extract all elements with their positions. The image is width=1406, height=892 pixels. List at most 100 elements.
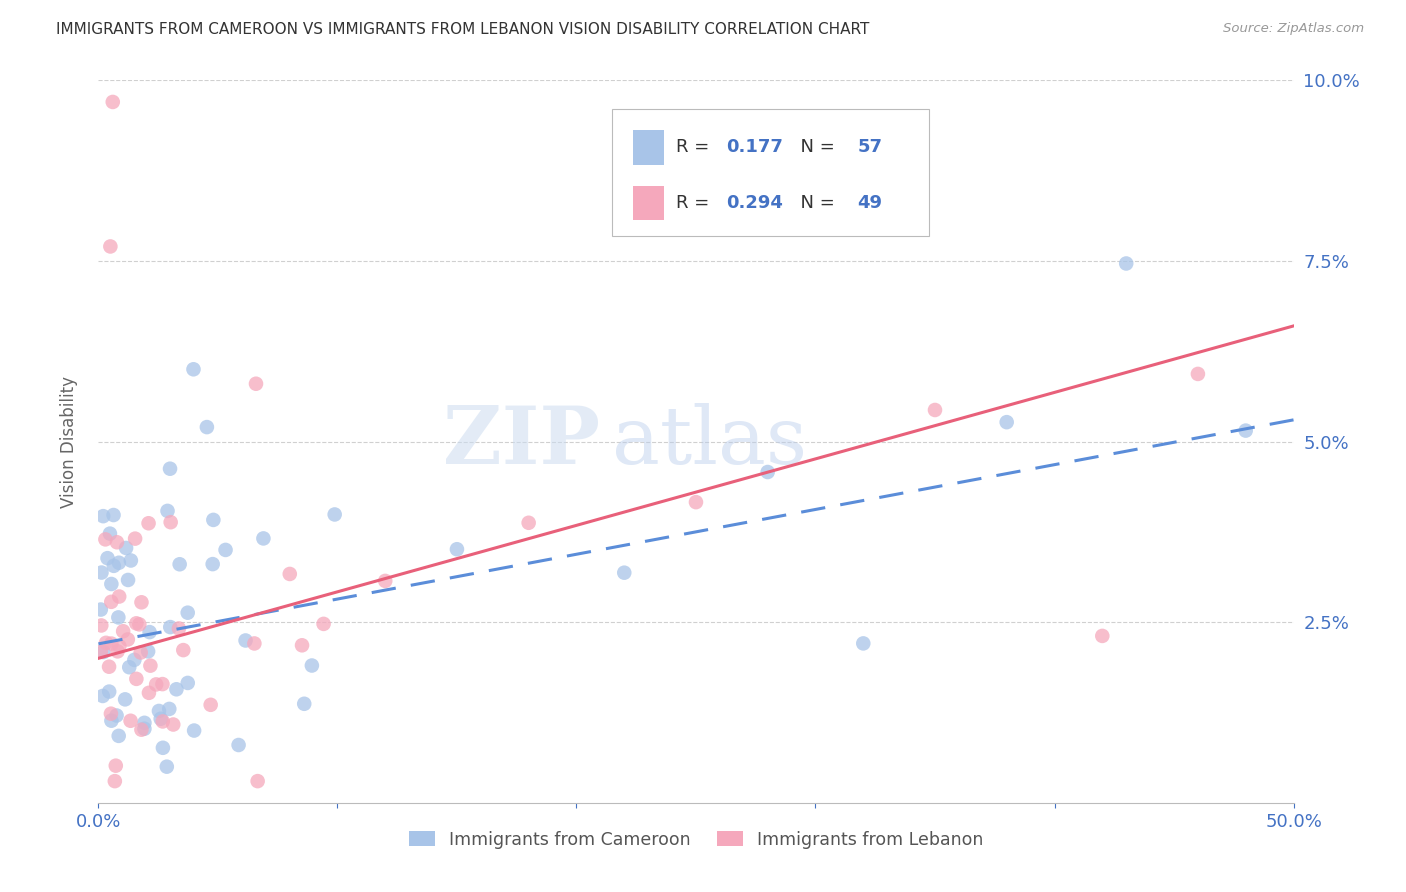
Point: [104, 758, 127, 772]
Point: [101, 95, 124, 109]
Point: [100, 595, 122, 609]
Point: [517, 516, 540, 530]
Point: [374, 574, 396, 588]
Y-axis label: Vision Disability: Vision Disability: [59, 376, 77, 508]
Point: [159, 620, 181, 634]
Point: [94, 636, 117, 650]
Point: [138, 625, 160, 640]
Point: [107, 729, 129, 743]
Point: [90, 618, 112, 632]
Point: [1115, 256, 1137, 270]
Text: IMMIGRANTS FROM CAMEROON VS IMMIGRANTS FROM LEBANON VISION DISABILITY CORRELATIO: IMMIGRANTS FROM CAMEROON VS IMMIGRANTS F…: [56, 22, 870, 37]
Point: [129, 646, 152, 660]
Point: [148, 704, 170, 718]
Point: [90, 602, 112, 616]
Point: [323, 508, 346, 522]
Point: [138, 516, 160, 531]
Point: [114, 692, 136, 706]
Point: [128, 617, 150, 632]
Point: [278, 566, 301, 581]
Point: [124, 532, 146, 546]
Point: [131, 595, 153, 609]
Bar: [633, 130, 664, 165]
Point: [162, 717, 184, 731]
Point: [613, 566, 636, 580]
Point: [136, 644, 159, 658]
FancyBboxPatch shape: [613, 109, 929, 235]
Point: [200, 698, 222, 712]
Point: [159, 461, 181, 475]
Point: [177, 606, 200, 620]
Point: [112, 624, 135, 639]
Point: [125, 672, 148, 686]
Point: [108, 556, 131, 570]
Text: 49: 49: [858, 194, 883, 212]
Text: atlas: atlas: [613, 402, 807, 481]
Text: ZIP: ZIP: [443, 402, 600, 481]
Point: [165, 682, 187, 697]
Point: [100, 714, 122, 728]
Text: Source: ZipAtlas.com: Source: ZipAtlas.com: [1223, 22, 1364, 36]
Point: [1234, 424, 1257, 438]
Point: [138, 686, 160, 700]
Point: [252, 532, 274, 546]
Point: [152, 740, 174, 755]
Point: [98, 659, 121, 673]
Text: R =: R =: [676, 194, 714, 212]
Point: [183, 723, 205, 738]
Point: [98, 239, 122, 253]
Point: [118, 660, 141, 674]
Point: [159, 515, 181, 529]
Point: [100, 577, 122, 591]
Point: [100, 636, 122, 650]
Point: [96, 551, 118, 566]
Point: [1091, 629, 1114, 643]
Point: [103, 558, 125, 573]
Text: N =: N =: [789, 138, 841, 156]
Point: [228, 738, 250, 752]
Point: [156, 760, 179, 774]
Point: [125, 616, 148, 631]
Point: [107, 644, 129, 658]
Point: [98, 526, 121, 541]
Point: [124, 653, 146, 667]
Point: [100, 706, 122, 721]
Point: [246, 774, 269, 789]
Point: [139, 658, 162, 673]
Point: [177, 676, 200, 690]
Point: [291, 638, 314, 652]
Point: [145, 677, 167, 691]
Point: [152, 677, 174, 691]
Point: [90, 645, 112, 659]
Point: [243, 636, 266, 650]
Point: [169, 558, 191, 572]
Point: [104, 774, 127, 789]
Point: [214, 542, 236, 557]
Point: [90, 566, 112, 580]
Point: [149, 712, 172, 726]
Point: [93, 645, 115, 659]
Text: R =: R =: [676, 138, 714, 156]
Point: [91, 509, 114, 524]
Point: [446, 542, 468, 557]
Point: [134, 722, 156, 736]
Point: [157, 702, 180, 716]
Point: [94, 533, 117, 547]
Point: [924, 403, 946, 417]
Point: [105, 708, 128, 723]
Point: [201, 557, 224, 571]
Point: [98, 684, 121, 698]
Point: [312, 616, 335, 631]
Point: [183, 362, 205, 376]
Point: [292, 697, 315, 711]
Point: [120, 714, 142, 728]
Point: [195, 420, 218, 434]
Point: [108, 639, 131, 653]
Point: [91, 689, 114, 703]
Point: [107, 610, 129, 624]
Point: [756, 465, 779, 479]
Bar: [633, 186, 664, 220]
Point: [152, 714, 174, 729]
Text: 57: 57: [858, 138, 883, 156]
Text: N =: N =: [789, 194, 841, 212]
